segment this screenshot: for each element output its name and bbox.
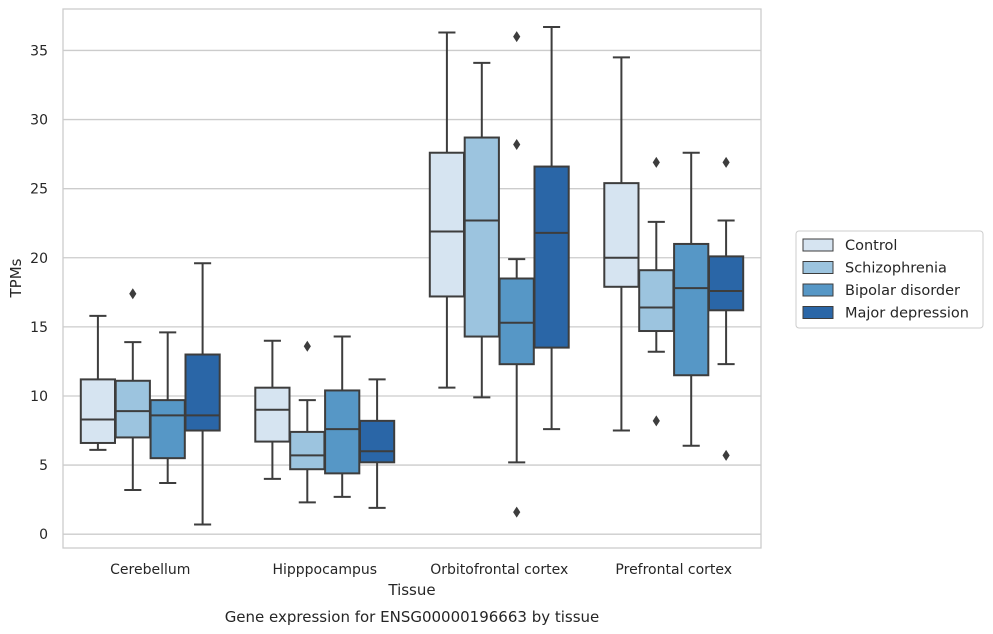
y-tick-label: 30 <box>30 113 48 129</box>
box-iqr <box>358 419 396 464</box>
box-iqr <box>673 242 710 377</box>
outlier-point <box>722 449 730 461</box>
box-control <box>603 56 640 432</box>
legend-swatch <box>802 306 834 319</box>
legend-swatch <box>802 283 834 297</box>
x-tick-label: Orbitofrontal cortex <box>430 562 568 578</box>
box-iqr <box>184 353 221 432</box>
y-axis-ticks: 0 5 10 15 20 25 30 35 <box>30 43 48 543</box>
legend-swatch <box>802 238 834 252</box>
legend-label: Major depression <box>845 306 969 322</box>
box-iqr <box>498 277 535 366</box>
box-iqr <box>254 386 291 443</box>
box-iqr <box>79 378 117 444</box>
outlier-point <box>303 340 311 352</box>
outlier-point <box>652 415 660 427</box>
x-tick-label: Cerebellum <box>110 562 190 578</box>
box-iqr <box>114 379 151 439</box>
box-iqr <box>289 430 326 471</box>
box-schizophrenia <box>638 156 675 427</box>
box-major-depression <box>707 156 745 461</box>
legend-swatch <box>802 261 834 274</box>
box-iqr <box>428 151 466 298</box>
box-control <box>79 314 117 451</box>
legend: Control Schizophrenia Bipolar disorder Majo… <box>795 230 984 329</box>
chart-caption: Gene expression for ENSG00000196663 by t… <box>225 608 600 626</box>
y-tick-label: 20 <box>30 251 48 267</box>
outlier-point <box>652 156 660 168</box>
x-axis-ticks: Cerebellum Hipppocampus Orbitofrontal cort… <box>110 562 732 578</box>
box-major-depression <box>533 25 570 431</box>
box-bipolar-disorder <box>498 31 535 518</box>
x-tick-label: Hipppocampus <box>272 562 377 578</box>
box-bipolar-disorder <box>149 331 186 485</box>
outlier-point <box>513 31 521 43</box>
gridlines <box>63 49 761 535</box>
legend-frame <box>795 230 984 329</box>
legend-label: Schizophrenia <box>845 261 947 277</box>
legend-label: Bipolar disorder <box>845 283 960 299</box>
outlier-point <box>129 288 137 300</box>
box-major-depression <box>184 262 221 526</box>
y-tick-label: 35 <box>30 43 48 59</box>
x-tick-label: Prefrontal cortex <box>615 562 732 578</box>
box-iqr <box>533 165 570 349</box>
box-bipolar-disorder <box>324 335 361 498</box>
box-control <box>428 31 466 389</box>
y-tick-label: 10 <box>30 389 48 405</box>
x-axis-label: Tissue <box>387 581 435 599</box>
y-tick-label: 15 <box>30 320 48 336</box>
y-tick-label: 0 <box>39 527 48 543</box>
y-tick-label: 5 <box>39 458 48 474</box>
box-bipolar-disorder <box>673 151 710 447</box>
outlier-point <box>722 156 730 168</box>
box-plot-series <box>79 25 745 526</box>
box-iqr <box>603 182 640 288</box>
plot-frame <box>62 8 762 549</box>
y-axis-label: TPMs <box>7 258 25 298</box>
outlier-point <box>513 506 521 518</box>
box-major-depression <box>358 378 396 509</box>
box-iqr <box>463 136 500 338</box>
box-iqr <box>707 255 745 312</box>
box-schizophrenia <box>463 61 500 399</box>
box-iqr <box>638 269 675 333</box>
y-tick-label: 25 <box>30 182 48 198</box>
box-iqr <box>149 399 186 460</box>
box-control <box>254 339 291 480</box>
box-iqr <box>324 389 361 475</box>
legend-label: Control <box>845 238 897 254</box>
outlier-point <box>513 138 521 150</box>
box-schizophrenia <box>114 288 151 491</box>
box-schizophrenia <box>289 340 326 504</box>
